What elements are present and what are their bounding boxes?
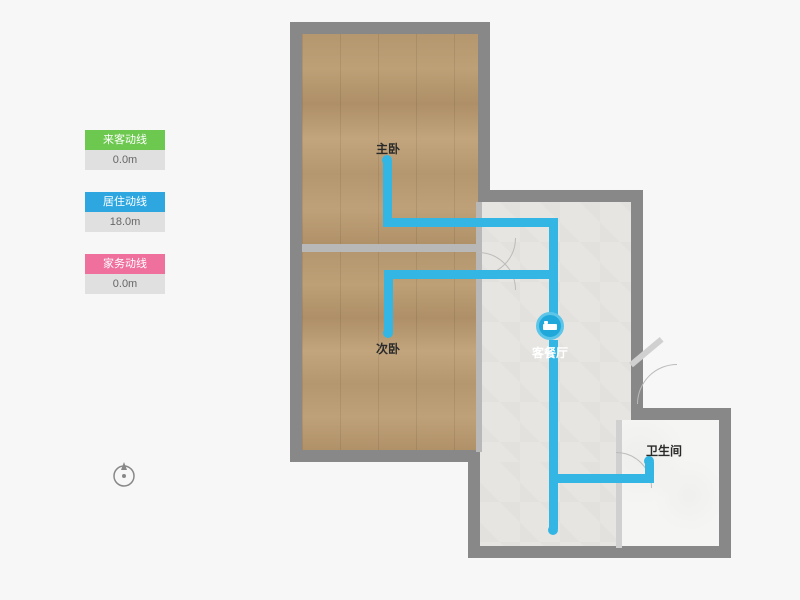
path-seg-2: [383, 218, 558, 227]
wall-living-top: [478, 190, 643, 202]
legend-value-living: 18.0m: [85, 212, 165, 232]
compass-icon: [110, 460, 138, 488]
legend-item-house: 家务动线 0.0m: [85, 254, 165, 294]
path-node-second: [383, 328, 393, 338]
floorplan: 主卧 次卧 客餐厅 卫生间: [280, 22, 760, 577]
path-seg-5: [384, 270, 393, 332]
path-seg-7: [549, 340, 558, 480]
wall-left-bottom: [290, 450, 480, 462]
label-second-bedroom: 次卧: [376, 340, 400, 357]
legend-value-house: 0.0m: [85, 274, 165, 294]
wall-bedroom-divider: [302, 244, 478, 252]
path-seg-3: [549, 218, 558, 274]
path-seg-4: [384, 270, 558, 279]
legend-item-guest: 来客动线 0.0m: [85, 130, 165, 170]
wall-left: [290, 22, 302, 462]
wall-bath-top: [631, 408, 731, 420]
wall-upper-right: [478, 22, 490, 202]
wall-lower-left: [468, 450, 480, 558]
path-main-node-icon: [536, 312, 564, 340]
path-seg-10: [549, 474, 558, 529]
legend-label-guest: 来客动线: [85, 130, 165, 150]
legend-label-living: 居住动线: [85, 192, 165, 212]
legend-label-house: 家务动线: [85, 254, 165, 274]
path-node-entry: [548, 525, 558, 535]
legend-item-living: 居住动线 18.0m: [85, 192, 165, 232]
path-seg-1: [383, 160, 392, 222]
legend: 来客动线 0.0m 居住动线 18.0m 家务动线 0.0m: [85, 130, 165, 316]
label-master-bedroom: 主卧: [376, 140, 400, 157]
label-living-dining: 客餐厅: [532, 344, 568, 361]
wall-top: [290, 22, 490, 34]
wall-bottom: [468, 546, 731, 558]
legend-value-guest: 0.0m: [85, 150, 165, 170]
path-seg-6: [549, 270, 558, 318]
label-bathroom: 卫生间: [646, 442, 682, 459]
path-seg-8: [549, 474, 654, 483]
wall-bath-right: [719, 408, 731, 558]
